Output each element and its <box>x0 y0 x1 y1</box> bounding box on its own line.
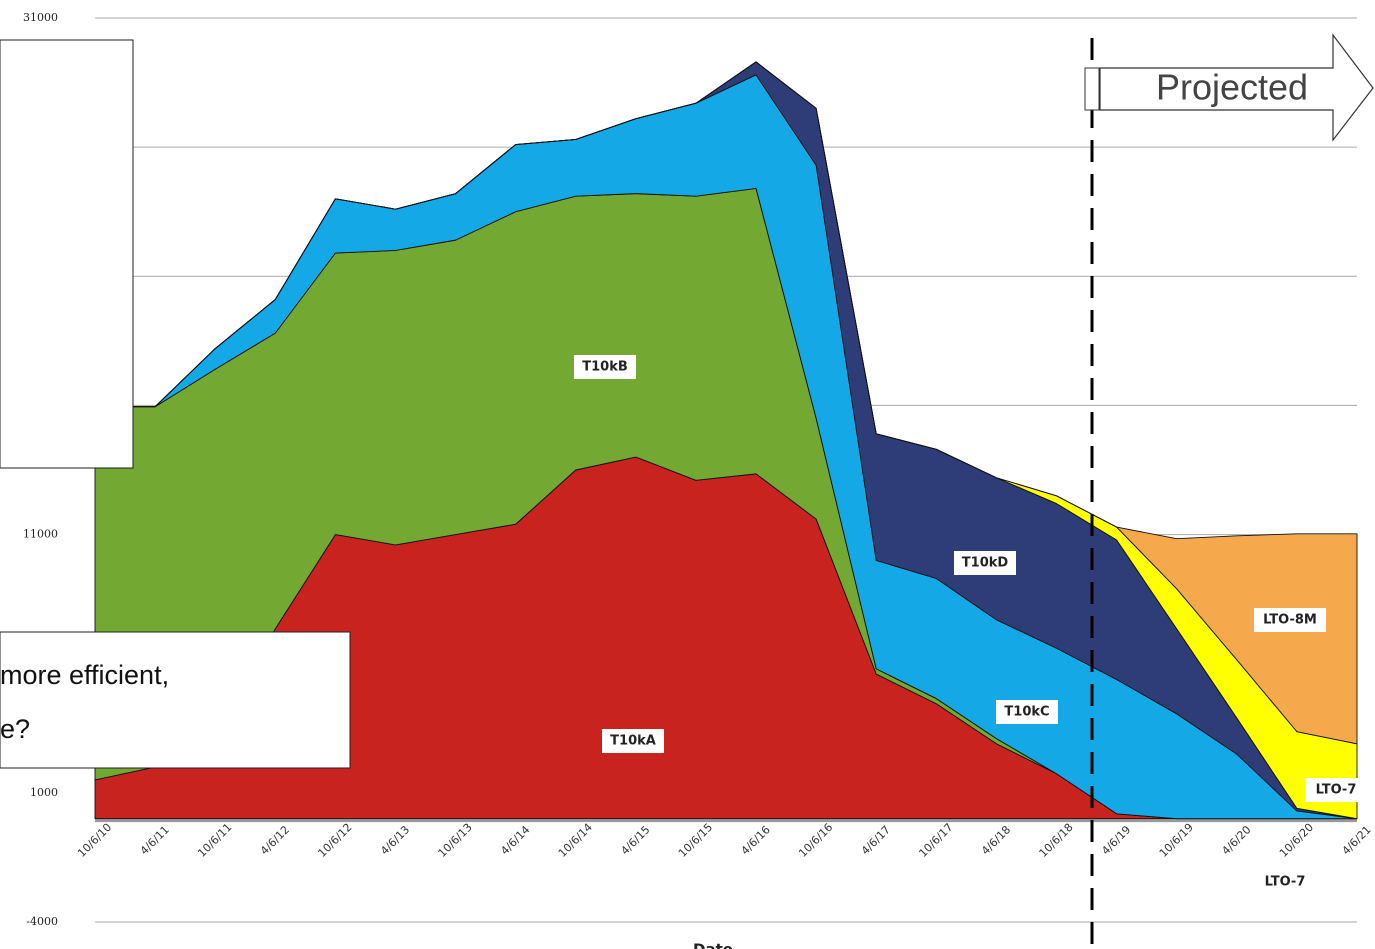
annotation: Projected <box>1156 67 1308 108</box>
y-tick-label: 11000 <box>23 528 58 541</box>
x-axis-label: Date <box>693 941 733 949</box>
series-label-box <box>1254 608 1326 632</box>
x-tick-label: 4/6/20 <box>1219 823 1253 857</box>
series-label-box <box>954 551 1016 575</box>
annotation-box <box>1250 866 1320 896</box>
x-tick-label: 4/6/16 <box>739 823 773 857</box>
x-tick-label: 4/6/11 <box>138 823 172 857</box>
series-label: T10kC <box>1004 705 1049 720</box>
series-label: T10kD <box>962 556 1009 571</box>
series-label-box <box>574 355 636 379</box>
x-tick-label: 10/6/13 <box>436 821 475 860</box>
x-tick-label: 4/6/15 <box>618 823 652 857</box>
x-tick-label: 10/6/20 <box>1277 821 1316 860</box>
x-tick-label: 10/6/18 <box>1037 821 1076 860</box>
x-tick-label: 10/6/14 <box>556 821 595 860</box>
arrow-tail <box>1084 67 1100 111</box>
x-tick-label: 10/6/12 <box>315 821 354 860</box>
series-label-box <box>1305 778 1367 802</box>
y-tick-label: -4000 <box>26 915 58 928</box>
series-label: T10kB <box>582 360 628 375</box>
overlay-text: e? <box>0 714 30 744</box>
annotation: LTO-7 <box>1265 875 1306 890</box>
series-label: LTO-7 <box>1316 783 1357 798</box>
x-tick-label: 10/6/17 <box>916 821 955 860</box>
x-tick-label: 10/6/11 <box>195 821 234 860</box>
projected-arrow <box>1099 33 1374 142</box>
x-tick-label: 4/6/17 <box>859 823 893 857</box>
series-label-box <box>602 729 664 753</box>
overlay-box <box>0 631 351 769</box>
overlay-box <box>0 39 134 469</box>
x-tick-label: 4/6/13 <box>378 823 412 857</box>
overlay-text: more efficient, <box>0 660 169 690</box>
x-tick-label: 4/6/21 <box>1340 823 1374 857</box>
area <box>94 61 1358 745</box>
x-tick-label: 10/6/16 <box>796 821 835 860</box>
series-label-box <box>996 700 1058 724</box>
x-tick-label: 4/6/19 <box>1099 823 1133 857</box>
series-label: LTO-8M <box>1263 613 1317 628</box>
x-tick-label: 4/6/18 <box>979 823 1013 857</box>
x-tick-label: 10/6/15 <box>676 821 715 860</box>
x-tick-label: 10/6/19 <box>1157 821 1196 860</box>
y-tick-label: 31000 <box>23 11 58 24</box>
series-label: T10kA <box>610 734 656 749</box>
x-tick-label: 10/6/10 <box>75 821 114 860</box>
x-tick-label: 4/6/14 <box>498 823 532 857</box>
x-tick-label: 4/6/12 <box>258 823 292 857</box>
y-tick-label: 1000 <box>30 786 58 799</box>
